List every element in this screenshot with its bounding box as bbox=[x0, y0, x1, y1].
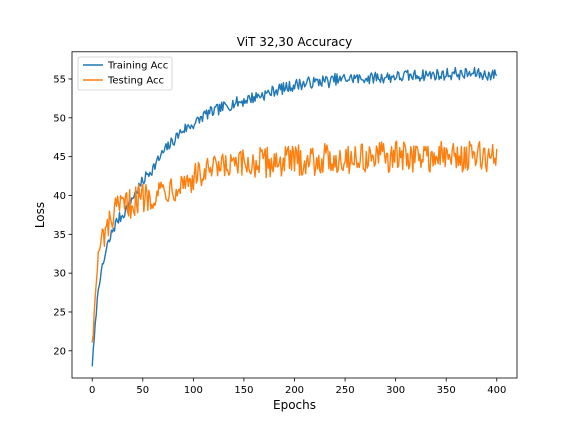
x-tick-label: 400 bbox=[487, 385, 506, 396]
series-line-testing bbox=[91, 140, 498, 343]
y-tick-label: 55 bbox=[53, 74, 66, 85]
x-tick-label: 100 bbox=[184, 385, 203, 396]
x-axis-title: Epochs bbox=[273, 398, 316, 412]
legend: Training Acc Testing Acc bbox=[77, 56, 173, 91]
x-tick-label: 150 bbox=[234, 385, 253, 396]
y-tick-label: 45 bbox=[53, 152, 66, 163]
y-axis-title: Loss bbox=[33, 202, 47, 228]
y-tick-label: 35 bbox=[53, 230, 66, 241]
x-tick-label: 0 bbox=[89, 385, 95, 396]
y-tick-label: 50 bbox=[53, 113, 66, 124]
x-tick-label: 250 bbox=[336, 385, 355, 396]
y-tick-label: 25 bbox=[53, 307, 66, 318]
x-axis: 0 50 100 150 200 250 300 350 400 bbox=[89, 378, 506, 396]
series-line-training bbox=[91, 66, 498, 367]
y-tick-label: 30 bbox=[53, 269, 66, 280]
x-tick-label: 300 bbox=[386, 385, 405, 396]
x-tick-label: 350 bbox=[437, 385, 456, 396]
legend-label-testing: Testing Acc bbox=[107, 76, 164, 87]
y-tick-label: 20 bbox=[53, 346, 66, 357]
x-tick-label: 50 bbox=[136, 385, 149, 396]
legend-label-training: Training Acc bbox=[107, 61, 168, 72]
series-layer bbox=[91, 66, 498, 367]
chart-title: ViT 32,30 Accuracy bbox=[237, 35, 352, 49]
y-axis: 20 25 30 35 40 45 50 55 bbox=[53, 74, 72, 357]
x-tick-label: 200 bbox=[285, 385, 304, 396]
y-tick-label: 40 bbox=[53, 191, 66, 202]
